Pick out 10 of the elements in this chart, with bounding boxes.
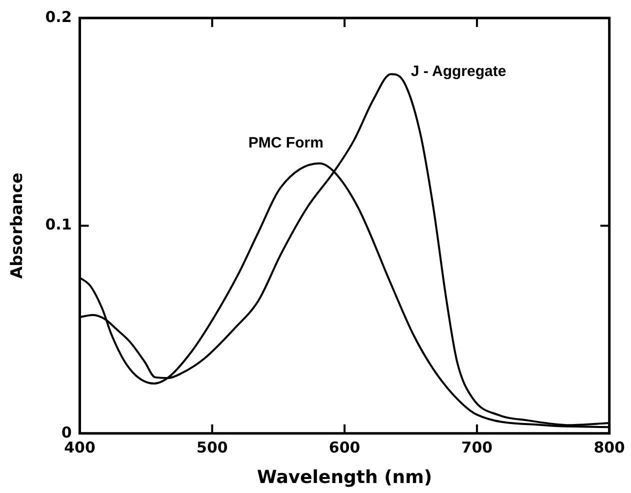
y-tick-label: 0.1 [45, 216, 72, 234]
x-axis-title: Wavelength (nm) [257, 466, 432, 488]
x-tick-label: 700 [461, 438, 493, 456]
series-label: PMC Form [248, 134, 324, 152]
x-tick-label: 800 [594, 438, 625, 456]
x-tick-label: 500 [196, 438, 228, 456]
series-label: J - Aggregate [410, 63, 506, 80]
x-tick-label: 600 [328, 438, 360, 456]
y-tick-label: 0.2 [45, 8, 72, 26]
y-axis-title: Absorbance [6, 172, 26, 279]
